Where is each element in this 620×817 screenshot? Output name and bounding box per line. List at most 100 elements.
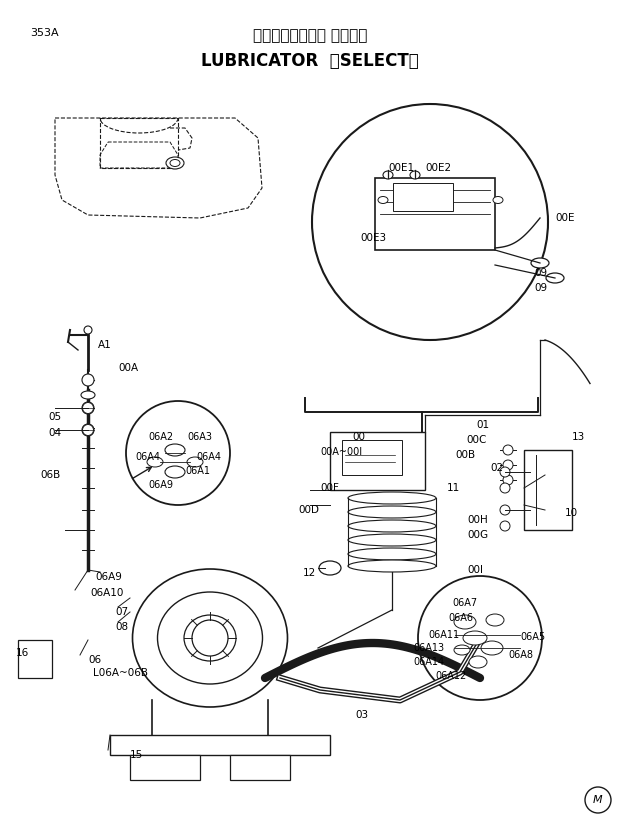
- Text: 06A2: 06A2: [148, 432, 173, 442]
- Text: 00I: 00I: [467, 565, 483, 575]
- Text: A1: A1: [98, 340, 112, 350]
- Ellipse shape: [157, 592, 262, 684]
- Text: 06A9: 06A9: [148, 480, 173, 490]
- Ellipse shape: [383, 171, 393, 179]
- Text: 01: 01: [476, 420, 489, 430]
- Ellipse shape: [546, 273, 564, 283]
- Bar: [524, 450, 572, 530]
- Bar: [130, 755, 200, 780]
- Ellipse shape: [378, 197, 388, 203]
- Text: 06A10: 06A10: [90, 588, 123, 598]
- Circle shape: [503, 460, 513, 470]
- Text: リューブリケータ 〈選択〉: リューブリケータ 〈選択〉: [253, 28, 367, 43]
- Ellipse shape: [187, 457, 203, 467]
- Text: 10: 10: [565, 508, 578, 518]
- Text: 06A5: 06A5: [520, 632, 545, 642]
- Ellipse shape: [348, 560, 436, 572]
- Ellipse shape: [481, 641, 503, 655]
- Ellipse shape: [147, 457, 163, 467]
- Text: 00B: 00B: [455, 450, 475, 460]
- Text: 15: 15: [130, 750, 143, 760]
- Text: 06A1: 06A1: [185, 466, 210, 476]
- Bar: [18, 640, 52, 678]
- Ellipse shape: [348, 534, 436, 546]
- Ellipse shape: [170, 159, 180, 167]
- Ellipse shape: [81, 391, 95, 399]
- Text: 06A6: 06A6: [448, 613, 473, 623]
- Bar: [230, 755, 290, 780]
- Ellipse shape: [348, 548, 436, 560]
- Circle shape: [500, 467, 510, 477]
- Text: L06A~06B: L06A~06B: [93, 668, 148, 678]
- Text: 06A12: 06A12: [435, 671, 466, 681]
- Ellipse shape: [486, 614, 504, 626]
- Text: 00A~00I: 00A~00I: [320, 447, 362, 457]
- Ellipse shape: [184, 615, 236, 661]
- Text: M: M: [593, 795, 603, 805]
- Text: 06A7: 06A7: [452, 598, 477, 608]
- Ellipse shape: [165, 466, 185, 478]
- Text: 09: 09: [534, 268, 547, 278]
- Text: 00G: 00G: [467, 530, 488, 540]
- Text: 03: 03: [355, 710, 368, 720]
- Ellipse shape: [319, 561, 341, 575]
- Bar: [375, 178, 495, 250]
- Text: 00F: 00F: [320, 483, 339, 493]
- Circle shape: [500, 521, 510, 531]
- Ellipse shape: [454, 615, 476, 629]
- Ellipse shape: [531, 258, 549, 268]
- Text: 06B: 06B: [40, 470, 60, 480]
- Ellipse shape: [493, 197, 503, 203]
- Text: 06A4: 06A4: [196, 452, 221, 462]
- Text: 06A9: 06A9: [95, 572, 122, 582]
- Text: 00D: 00D: [298, 505, 319, 515]
- Ellipse shape: [463, 631, 487, 645]
- Ellipse shape: [348, 506, 436, 518]
- Text: 08: 08: [115, 622, 128, 632]
- Circle shape: [192, 620, 228, 656]
- Ellipse shape: [165, 444, 185, 456]
- Circle shape: [82, 402, 94, 414]
- Text: 06A11: 06A11: [428, 630, 459, 640]
- Circle shape: [503, 445, 513, 455]
- Text: 00: 00: [352, 432, 365, 442]
- Circle shape: [500, 505, 510, 515]
- Bar: [342, 440, 402, 475]
- Ellipse shape: [469, 656, 487, 668]
- Text: LUBRICATOR  〈SELECT〉: LUBRICATOR 〈SELECT〉: [201, 52, 419, 70]
- Text: 06A4: 06A4: [135, 452, 160, 462]
- Text: 06A14: 06A14: [413, 657, 444, 667]
- Text: 06A8: 06A8: [508, 650, 533, 660]
- Circle shape: [82, 403, 94, 413]
- Text: 06A13: 06A13: [413, 643, 444, 653]
- Text: 00E2: 00E2: [425, 163, 451, 173]
- Text: 00A: 00A: [118, 363, 138, 373]
- Text: 00E: 00E: [555, 213, 575, 223]
- Text: 13: 13: [572, 432, 585, 442]
- Text: 06A3: 06A3: [187, 432, 212, 442]
- Circle shape: [84, 326, 92, 334]
- Circle shape: [503, 475, 513, 485]
- Text: 04: 04: [48, 428, 61, 438]
- Text: 353A: 353A: [30, 28, 59, 38]
- Bar: [330, 432, 425, 490]
- Ellipse shape: [348, 492, 436, 504]
- Circle shape: [82, 374, 94, 386]
- Ellipse shape: [348, 520, 436, 532]
- Text: 00C: 00C: [466, 435, 486, 445]
- Bar: [110, 735, 330, 755]
- Circle shape: [500, 483, 510, 493]
- Ellipse shape: [133, 569, 288, 707]
- Circle shape: [585, 787, 611, 813]
- Text: 02: 02: [490, 463, 503, 473]
- Text: 05: 05: [48, 412, 61, 422]
- Ellipse shape: [410, 171, 420, 179]
- Ellipse shape: [454, 645, 470, 655]
- Ellipse shape: [166, 157, 184, 169]
- Text: 16: 16: [16, 648, 29, 658]
- Bar: [393, 183, 453, 211]
- Text: 07: 07: [115, 607, 128, 617]
- Text: 00E3: 00E3: [360, 233, 386, 243]
- Circle shape: [82, 424, 94, 436]
- Text: 12: 12: [303, 568, 316, 578]
